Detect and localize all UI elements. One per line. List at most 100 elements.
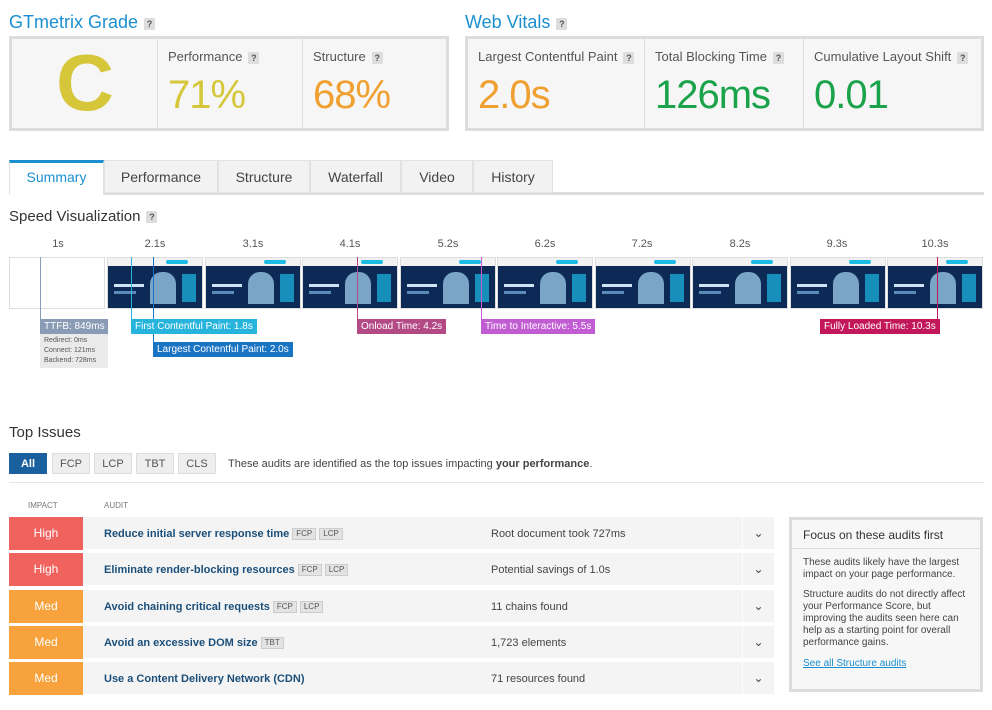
tab-waterfall[interactable]: Waterfall [310,160,401,193]
focus-text-2: Structure audits do not directly affect … [803,589,966,648]
filmstrip-frame[interactable] [887,257,983,309]
tab-video[interactable]: Video [401,160,473,193]
time-tick: 7.2s [631,238,653,250]
impact-badge: Med [9,626,83,659]
audit-row[interactable]: High Reduce initial server response time… [9,517,774,550]
time-tick: 2.1s [144,238,166,250]
help-icon[interactable]: ? [623,51,635,64]
filmstrip-frame[interactable] [790,257,886,309]
audit-result: Potential savings of 1.0s [491,564,611,576]
chevron-down-icon[interactable]: ⌄ [742,553,774,586]
time-tick: 8.2s [729,238,751,250]
audit-name[interactable]: Avoid an excessive DOM size TBT [104,637,284,650]
speed-visualization-heading: Speed Visualization? [9,208,158,226]
tti-marker: Time to Interactive: 5.5s [481,319,596,334]
time-tick: 9.3s [826,238,848,250]
tab-performance[interactable]: Performance [104,160,218,193]
time-tick: 10.3s [921,238,949,250]
impact-badge: High [9,553,83,586]
audit-tag: FCP [292,528,317,541]
structure-cell: Structure? 68% [303,39,446,128]
structure-audits-link[interactable]: See all Structure audits [803,658,907,669]
help-icon[interactable]: ? [773,51,784,64]
grade-letter-cell: C [12,39,158,128]
filter-all[interactable]: All [9,453,47,474]
audit-row[interactable]: Med Avoid chaining critical requests FCP L… [9,590,774,623]
filmstrip-frame[interactable] [497,257,593,309]
audit-tag: TBT [260,637,284,650]
filter-cls[interactable]: CLS [178,453,216,474]
time-tick: 1s [52,238,64,250]
cls-cell: Cumulative Layout Shift? 0.01 [804,39,981,128]
performance-cell: Performance? 71% [158,39,303,128]
filmstrip-frame[interactable] [692,257,788,309]
onload-line [357,257,358,319]
time-tick: 3.1s [242,238,264,250]
help-icon[interactable]: ? [144,17,156,30]
tbt-cell: Total Blocking Time? 126ms [645,39,804,128]
structure-value: 68% [313,73,391,117]
help-icon[interactable]: ? [556,17,568,30]
fully-loaded-marker: Fully Loaded Time: 10.3s [820,319,940,334]
focus-title: Focus on these audits first [792,520,980,549]
audit-row[interactable]: Med Use a Content Delivery Network (CDN)… [9,662,774,695]
web-vitals-title: Web Vitals [465,12,551,32]
cls-label: Cumulative Layout Shift? [814,49,969,64]
chevron-down-icon[interactable]: ⌄ [742,662,774,695]
filter-lcp[interactable]: LCP [94,453,132,474]
audit-column-header: AUDIT [104,501,128,510]
filmstrip-frame[interactable] [400,257,496,309]
filter-fcp[interactable]: FCP [52,453,90,474]
report-tabs: Summary Performance Structure Waterfall … [9,160,984,195]
filmstrip-frame[interactable] [595,257,691,309]
audit-result: Root document took 727ms [491,528,626,540]
time-tick: 4.1s [339,238,361,250]
audit-name[interactable]: Eliminate render-blocking resources FCP LC… [104,564,349,577]
gtmetrix-grade-heading: GTmetrix Grade? [9,12,156,33]
filmstrip-frame[interactable] [302,257,398,309]
tab-structure[interactable]: Structure [218,160,310,193]
audit-name[interactable]: Reduce initial server response time FCP LC… [104,528,343,541]
cls-value: 0.01 [814,73,889,117]
help-icon[interactable]: ? [146,210,158,223]
lcp-cell: Largest Contentful Paint? 2.0s [468,39,645,128]
tab-summary[interactable]: Summary [9,160,104,195]
audit-tag: LCP [319,528,343,541]
focus-panel: Focus on these audits first These audits… [789,517,983,692]
divider [9,482,984,483]
fcp-line [131,257,132,319]
help-icon[interactable]: ? [371,51,383,64]
speed-visualization-title: Speed Visualization [9,208,141,225]
impact-badge: Med [9,590,83,623]
performance-value: 71% [168,73,246,117]
filmstrip-frame[interactable] [107,257,203,309]
performance-label: Performance? [168,49,260,64]
time-tick: 5.2s [437,238,459,250]
tbt-label: Total Blocking Time? [655,49,784,64]
audit-name[interactable]: Use a Content Delivery Network (CDN) [104,673,305,685]
audit-row[interactable]: Med Avoid an excessive DOM size TBT 1,723… [9,626,774,659]
filter-tbt[interactable]: TBT [136,453,174,474]
help-icon[interactable]: ? [957,51,969,64]
tab-history[interactable]: History [473,160,553,193]
chevron-down-icon[interactable]: ⌄ [742,626,774,659]
audit-result: 11 chains found [491,601,568,613]
help-icon[interactable]: ? [248,51,260,64]
audit-result: 1,723 elements [491,637,567,649]
time-tick: 6.2s [534,238,556,250]
web-vitals-heading: Web Vitals? [465,12,568,33]
chevron-down-icon[interactable]: ⌄ [742,590,774,623]
audit-row[interactable]: High Eliminate render-blocking resources… [9,553,774,586]
audit-tag: LCP [324,564,349,577]
ttfb-line [40,257,41,319]
chevron-down-icon[interactable]: ⌄ [742,517,774,550]
impact-badge: High [9,517,83,550]
impact-column-header: IMPACT [28,501,58,510]
tbt-value: 126ms [655,73,771,117]
filmstrip-frame-blank[interactable] [9,257,105,309]
structure-label: Structure? [313,49,383,64]
lcp-line [153,257,154,342]
filmstrip-frame[interactable] [205,257,301,309]
audit-name[interactable]: Avoid chaining critical requests FCP LCP [104,601,324,614]
grade-letter: C [56,38,114,127]
